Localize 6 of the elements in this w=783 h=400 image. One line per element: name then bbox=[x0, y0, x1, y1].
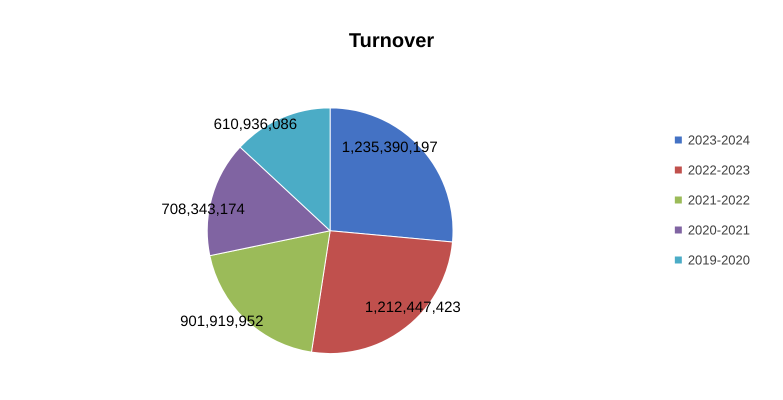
chart-title: Turnover bbox=[348, 30, 434, 52]
legend-label: 2023-2024 bbox=[688, 132, 750, 148]
legend-label: 2019-2020 bbox=[688, 252, 750, 268]
legend-label: 2021-2022 bbox=[688, 192, 750, 208]
legend-label: 2020-2021 bbox=[688, 222, 750, 238]
legend-label: 2022-2023 bbox=[688, 162, 750, 178]
